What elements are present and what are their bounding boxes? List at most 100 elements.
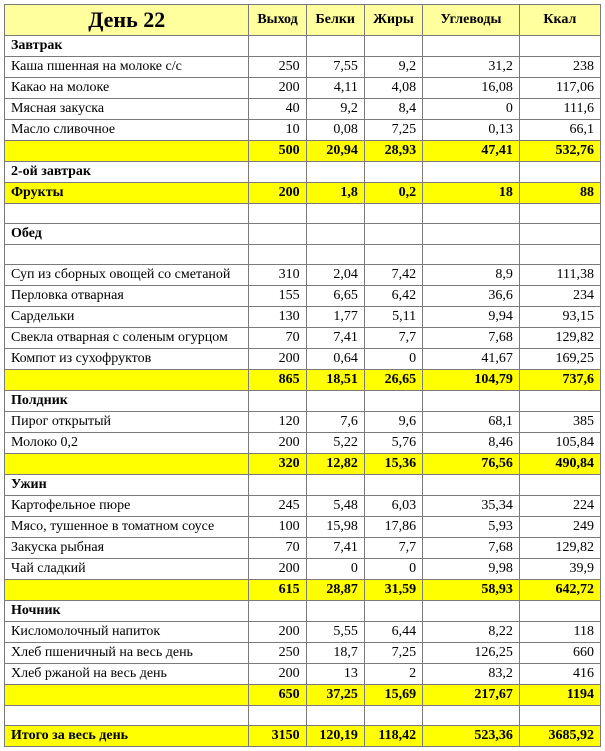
subtotal-fat: 15,36 (364, 454, 422, 475)
subtotal-label (5, 580, 249, 601)
table-row: Масло сливочное100,087,250,1366,1 (5, 120, 601, 141)
item-out: 40 (249, 99, 306, 120)
table-row: Кисломолочный напиток2005,556,448,22118 (5, 622, 601, 643)
col-header: Жиры (364, 5, 422, 36)
item-carbs: 8,9 (423, 265, 520, 286)
table-row: Мясо, тушенное в томатном соусе10015,981… (5, 517, 601, 538)
table-row: Молоко 0,22005,225,768,46105,84 (5, 433, 601, 454)
item-protein: 7,41 (306, 538, 364, 559)
subtotal-label (5, 141, 249, 162)
item-out: 200 (249, 349, 306, 370)
item-kcal: 66,1 (519, 120, 600, 141)
item-out: 200 (249, 433, 306, 454)
subtotal-row: 32012,8215,3676,56490,84 (5, 454, 601, 475)
grand-total-carbs: 523,36 (423, 726, 520, 747)
item-fat: 5,76 (364, 433, 422, 454)
item-name: Хлеб пшеничный на весь день (5, 643, 249, 664)
item-name: Суп из сборных овощей со сметаной (5, 265, 249, 286)
item-kcal: 129,82 (519, 328, 600, 349)
item-fat: 8,4 (364, 99, 422, 120)
item-protein: 1,77 (306, 307, 364, 328)
table-row: Пирог открытый1207,69,668,1385 (5, 412, 601, 433)
item-out: 250 (249, 643, 306, 664)
blank-row (5, 245, 601, 265)
subtotal-kcal: 532,76 (519, 141, 600, 162)
item-carbs: 8,22 (423, 622, 520, 643)
item-carbs: 41,67 (423, 349, 520, 370)
item-out: 200 (249, 183, 306, 204)
item-name: Каша пшенная на молоке с/с (5, 57, 249, 78)
item-kcal: 129,82 (519, 538, 600, 559)
item-fat: 0 (364, 349, 422, 370)
item-kcal: 111,38 (519, 265, 600, 286)
item-kcal: 111,6 (519, 99, 600, 120)
item-carbs: 18 (423, 183, 520, 204)
day-title: День 22 (5, 5, 249, 36)
table-row: Хлеб ржаной на весь день20013283,2416 (5, 664, 601, 685)
subtotal-kcal: 490,84 (519, 454, 600, 475)
section-name: Ночник (5, 601, 249, 622)
subtotal-protein: 18,51 (306, 370, 364, 391)
item-kcal: 385 (519, 412, 600, 433)
item-protein: 5,55 (306, 622, 364, 643)
section-name: Обед (5, 224, 249, 245)
section-header: 2-ой завтрак (5, 162, 601, 183)
item-carbs: 9,98 (423, 559, 520, 580)
item-name: Картофельное пюре (5, 496, 249, 517)
section-header: Завтрак (5, 36, 601, 57)
section-header: Обед (5, 224, 601, 245)
item-carbs: 0,13 (423, 120, 520, 141)
table-row: Каша пшенная на молоке с/с2507,559,231,2… (5, 57, 601, 78)
subtotal-protein: 28,87 (306, 580, 364, 601)
item-fat: 7,25 (364, 120, 422, 141)
item-out: 200 (249, 622, 306, 643)
item-kcal: 234 (519, 286, 600, 307)
table-row: Мясная закуска409,28,40111,6 (5, 99, 601, 120)
subtotal-row: 65037,2515,69217,671194 (5, 685, 601, 706)
item-fat: 7,7 (364, 538, 422, 559)
item-kcal: 88 (519, 183, 600, 204)
item-protein: 0,64 (306, 349, 364, 370)
subtotal-protein: 12,82 (306, 454, 364, 475)
item-carbs: 16,08 (423, 78, 520, 99)
subtotal-out: 320 (249, 454, 306, 475)
item-protein: 6,65 (306, 286, 364, 307)
subtotal-carbs: 76,56 (423, 454, 520, 475)
item-kcal: 117,06 (519, 78, 600, 99)
item-out: 155 (249, 286, 306, 307)
item-name: Кисломолочный напиток (5, 622, 249, 643)
grand-total-row: Итого за весь день3150120,19118,42523,36… (5, 726, 601, 747)
grand-total-out: 3150 (249, 726, 306, 747)
table-row: Свекла отварная с соленым огурцом707,417… (5, 328, 601, 349)
item-out: 130 (249, 307, 306, 328)
subtotal-carbs: 217,67 (423, 685, 520, 706)
item-carbs: 126,25 (423, 643, 520, 664)
item-fat: 9,2 (364, 57, 422, 78)
section-name: 2-ой завтрак (5, 162, 249, 183)
subtotal-out: 615 (249, 580, 306, 601)
item-name: Мясо, тушенное в томатном соусе (5, 517, 249, 538)
item-fat: 0,2 (364, 183, 422, 204)
item-fat: 4,08 (364, 78, 422, 99)
item-protein: 2,04 (306, 265, 364, 286)
item-protein: 7,55 (306, 57, 364, 78)
table-row: Фрукты2001,80,21888 (5, 183, 601, 204)
item-carbs: 36,6 (423, 286, 520, 307)
item-name: Сардельки (5, 307, 249, 328)
item-kcal: 224 (519, 496, 600, 517)
table-row: Какао на молоке2004,114,0816,08117,06 (5, 78, 601, 99)
item-out: 200 (249, 559, 306, 580)
item-protein: 5,22 (306, 433, 364, 454)
item-kcal: 118 (519, 622, 600, 643)
item-fat: 0 (364, 559, 422, 580)
item-protein: 1,8 (306, 183, 364, 204)
item-out: 120 (249, 412, 306, 433)
item-fat: 7,25 (364, 643, 422, 664)
col-header: Выход (249, 5, 306, 36)
item-protein: 15,98 (306, 517, 364, 538)
item-kcal: 39,9 (519, 559, 600, 580)
table-row: Компот из сухофруктов2000,64041,67169,25 (5, 349, 601, 370)
section-name: Завтрак (5, 36, 249, 57)
item-name: Перловка отварная (5, 286, 249, 307)
item-protein: 0 (306, 559, 364, 580)
